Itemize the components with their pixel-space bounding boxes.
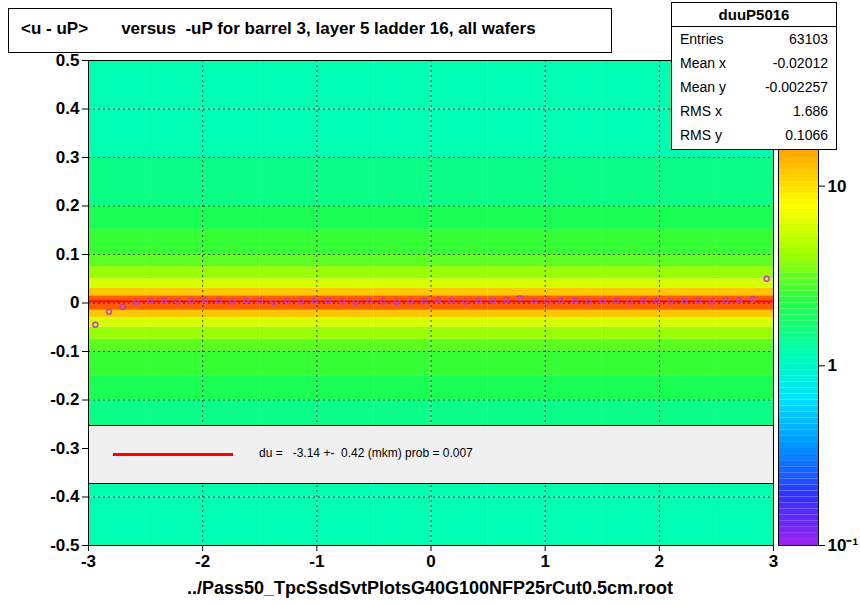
svg-text:10: 10 <box>828 177 847 196</box>
svg-text:2: 2 <box>655 552 664 571</box>
html-text:duuP5016: duuP5016 <box>718 6 790 23</box>
html-text:../Pass50_TpcSsdSvtPlotsG40G10: ../Pass50_TpcSsdSvtPlotsG40G100NFP25rCut… <box>186 578 674 598</box>
svg-text:0.5: 0.5 <box>56 51 80 70</box>
html-text:0.1066: 0.1066 <box>785 127 828 143</box>
svg-text:-2: -2 <box>195 552 210 571</box>
html-text:Mean y: Mean y <box>680 79 726 95</box>
html-text:RMS y: RMS y <box>680 127 722 143</box>
svg-text:0.3: 0.3 <box>56 148 80 167</box>
svg-text:0: 0 <box>426 552 435 571</box>
svg-text:-0.2: -0.2 <box>50 390 79 409</box>
svg-text:1: 1 <box>828 356 837 375</box>
html-text:Mean x: Mean x <box>680 55 726 71</box>
html-text:-0.002257: -0.002257 <box>764 79 828 95</box>
svg-text:-0.3: -0.3 <box>50 439 79 458</box>
svg-text:-0.4: -0.4 <box>50 487 80 506</box>
html-text:1.686: 1.686 <box>793 103 828 119</box>
svg-text:3: 3 <box>769 552 778 571</box>
html-text:du = -3.14 +- 0.42 (mkm) prob: du = -3.14 +- 0.42 (mkm) prob = 0.007 <box>259 446 473 460</box>
html-text:RMS x: RMS x <box>680 103 722 119</box>
svg-text:-0.1: -0.1 <box>50 342 79 361</box>
svg-text:-0.5: -0.5 <box>50 536 79 555</box>
html-text:Entries: Entries <box>680 31 724 47</box>
html-text:63103: 63103 <box>789 31 828 47</box>
svg-text:10⁻¹: 10⁻¹ <box>828 536 859 555</box>
svg-text:0: 0 <box>70 293 79 312</box>
html-text:<u - uP> versus -uP for barrel: <u - uP> versus -uP for barrel 3, layer … <box>21 19 536 38</box>
svg-text:-1: -1 <box>309 552 324 571</box>
svg-text:-3: -3 <box>81 552 96 571</box>
svg-text:0.1: 0.1 <box>56 245 80 264</box>
svg-text:1: 1 <box>540 552 549 571</box>
svg-text:0.4: 0.4 <box>56 99 80 118</box>
html-text:-0.02012: -0.02012 <box>772 55 828 71</box>
svg-text:0.2: 0.2 <box>56 196 80 215</box>
